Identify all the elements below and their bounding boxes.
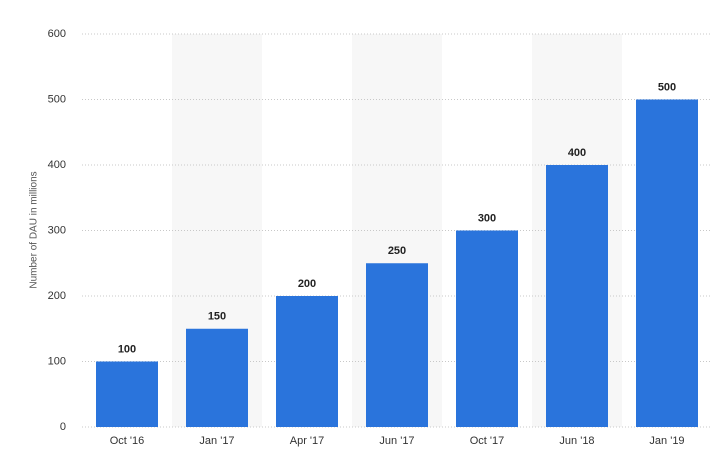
y-tick-label: 400 [48, 159, 66, 171]
x-tick-label: Apr '17 [290, 435, 325, 447]
bar [276, 296, 338, 427]
x-tick-label: Oct '16 [110, 435, 145, 447]
x-tick-label: Oct '17 [470, 435, 505, 447]
x-tick-label: Jan '17 [199, 435, 234, 447]
value-label: 100 [118, 343, 136, 355]
y-tick-label: 0 [60, 421, 66, 433]
bar [96, 361, 158, 427]
x-tick-label: Jun '17 [379, 435, 414, 447]
x-tick-label: Jun '18 [559, 435, 594, 447]
value-label: 250 [388, 245, 406, 257]
value-label: 150 [208, 311, 226, 323]
bar [546, 165, 608, 427]
bar [456, 230, 518, 427]
bar [366, 263, 428, 427]
value-label: 400 [568, 147, 586, 159]
y-tick-label: 600 [48, 28, 66, 40]
bar [186, 328, 248, 427]
y-tick-label: 500 [48, 93, 66, 105]
x-tick-label: Jan '19 [649, 435, 684, 447]
y-tick-label: 200 [48, 290, 66, 302]
bar [636, 99, 698, 427]
y-tick-label: 300 [48, 224, 66, 236]
value-label: 500 [658, 81, 676, 93]
value-label: 300 [478, 212, 496, 224]
y-axis-label: Number of DAU in millions [29, 171, 40, 288]
y-tick-label: 100 [48, 355, 66, 367]
value-label: 200 [298, 278, 316, 290]
